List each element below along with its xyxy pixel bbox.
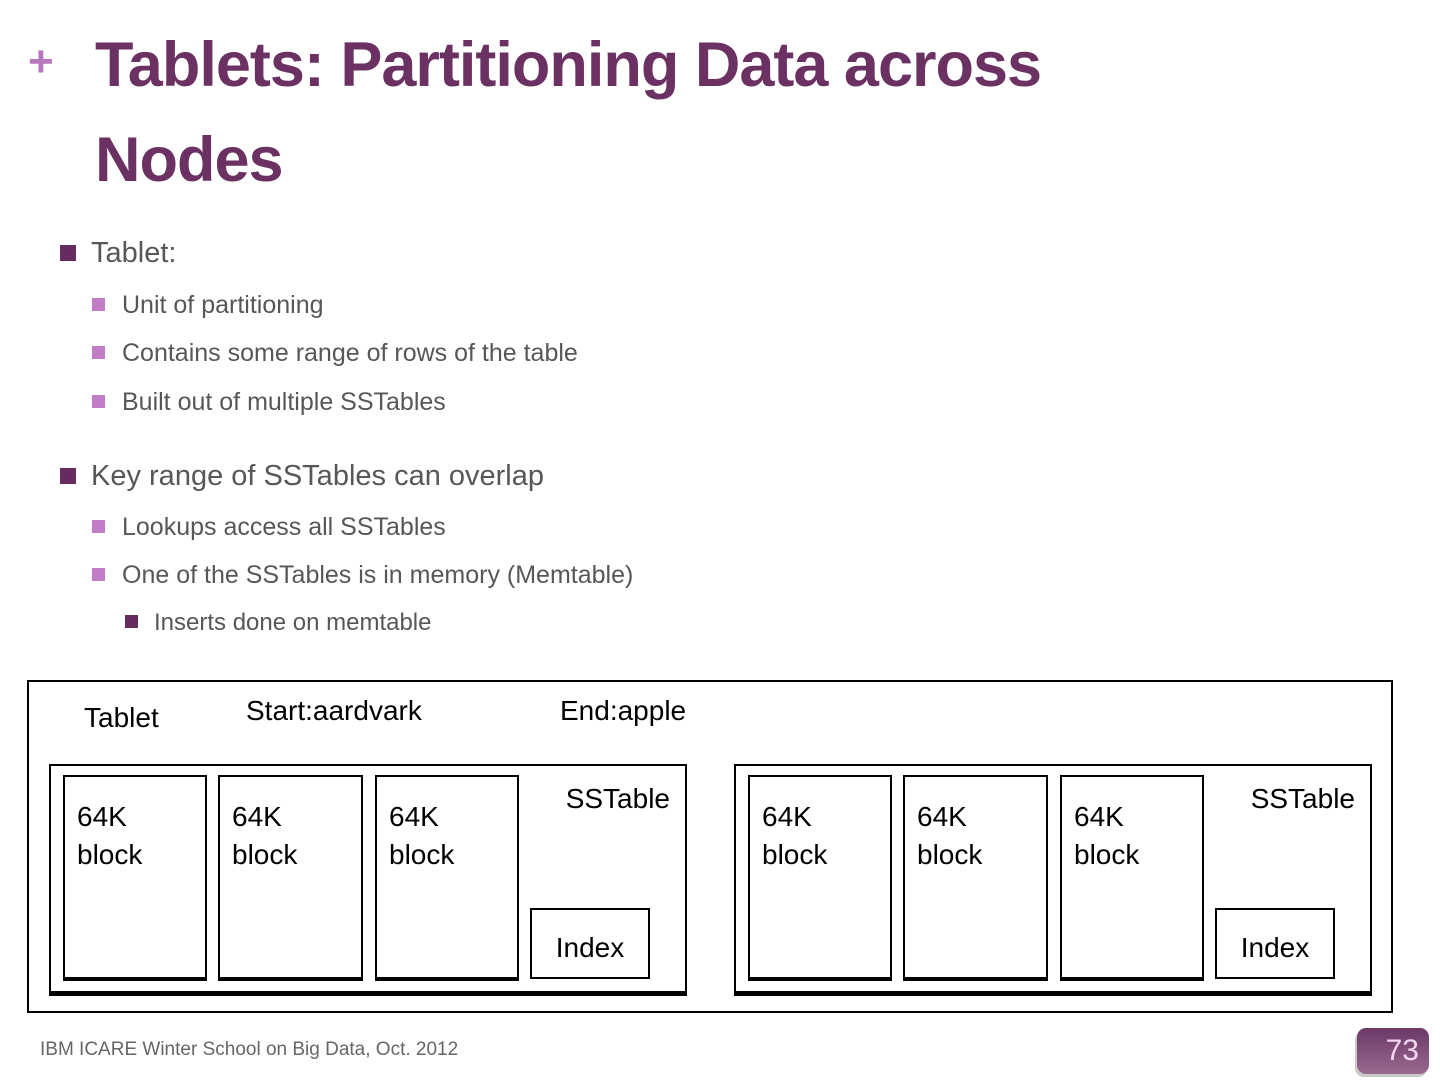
bullet-text: One of the SSTables is in memory (Memtab… — [122, 561, 634, 589]
page-title-line-2: Nodes — [95, 125, 284, 195]
bullet-text: Contains some range of rows of the table — [122, 339, 578, 367]
block-64k: 64K block — [375, 775, 519, 979]
bullet-text: Inserts done on memtable — [154, 609, 432, 636]
bullet-square-icon — [92, 520, 105, 533]
bullet-item-tablet: Tablet: — [60, 237, 176, 270]
sstable-label: SSTable — [565, 783, 670, 814]
bullet-text: Unit of partitioning — [122, 291, 324, 319]
plus-icon: + — [28, 37, 54, 86]
sstable-box-1: 64K block 64K block 64K block SSTable In… — [49, 764, 687, 993]
page-number-badge: 73 — [1357, 1028, 1429, 1074]
bullet-item-lookups: Lookups access all SSTables — [92, 513, 446, 542]
bullet-item-memtable: One of the SSTables is in memory (Memtab… — [92, 561, 633, 590]
block-64k: 64K block — [63, 775, 207, 979]
block-64k: 64K block — [218, 775, 363, 979]
bullet-square-icon — [60, 468, 76, 484]
tablet-label: Tablet — [84, 702, 159, 733]
index-box: Index — [1215, 908, 1335, 979]
bullet-item-built-of-sstables: Built out of multiple SSTables — [92, 388, 446, 417]
index-box: Index — [530, 908, 650, 979]
bullet-item-inserts: Inserts done on memtable — [125, 609, 432, 637]
block-64k: 64K block — [903, 775, 1048, 979]
bullet-square-icon — [92, 298, 105, 311]
tablet-diagram: Tablet Start:aardvark End:apple 64K bloc… — [27, 680, 1393, 1013]
bullet-square-icon — [60, 245, 76, 261]
bullet-text: Lookups access all SSTables — [122, 513, 446, 541]
end-key-label: End:apple — [560, 695, 687, 726]
bullet-square-icon — [92, 395, 105, 408]
bullet-item-contains-range: Contains some range of rows of the table — [92, 339, 578, 368]
sstable-label: SSTable — [1250, 783, 1355, 814]
sstable-box-2: 64K block 64K block 64K block SSTable In… — [734, 764, 1372, 993]
start-key-label: Start:aardvark — [246, 695, 422, 726]
block-64k: 64K block — [748, 775, 892, 979]
bullet-item-key-range-overlap: Key range of SSTables can overlap — [60, 460, 544, 493]
bullet-item-unit-of-partitioning: Unit of partitioning — [92, 291, 324, 320]
footer-text: IBM ICARE Winter School on Big Data, Oct… — [40, 1039, 459, 1060]
page-title-line-1: Tablets: Partitioning Data across — [95, 30, 1042, 100]
bullet-text: Built out of multiple SSTables — [122, 388, 446, 416]
bullet-square-icon — [125, 615, 138, 628]
bullet-text: Tablet: — [91, 237, 177, 269]
block-64k: 64K block — [1060, 775, 1204, 979]
bullet-text: Key range of SSTables can overlap — [91, 460, 544, 492]
bullet-square-icon — [92, 346, 105, 359]
page-title: Tablets: Partitioning Data across Nodes — [95, 18, 1345, 208]
bullet-square-icon — [92, 568, 105, 581]
